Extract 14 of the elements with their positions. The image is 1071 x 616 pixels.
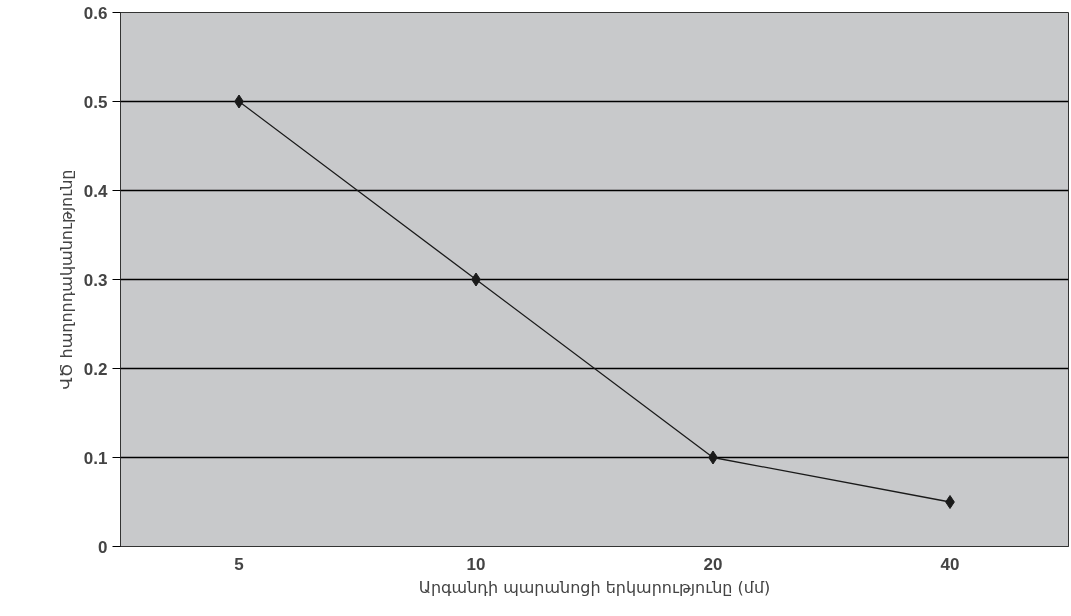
y-tick-label: 0.1 [83, 448, 108, 468]
point [945, 495, 955, 509]
x-tick-label: 20 [703, 554, 723, 574]
x-tick-label: 10 [466, 554, 486, 574]
y-tick-label: 0.2 [83, 359, 108, 379]
y-axis-title: ՎԾ հաղորդականությունը [56, 169, 76, 390]
x-tick-label: 5 [234, 554, 244, 574]
x-tick-label: 40 [940, 554, 960, 574]
y-tick-label: 0.4 [83, 181, 109, 201]
x-axis-title: Արգանդի պարանոցի երկարությունը (մմ) [418, 577, 771, 597]
y-tick-label: 0.3 [83, 270, 108, 290]
y-tick-label: 0 [98, 537, 108, 557]
y-tick-label: 0.5 [83, 92, 108, 112]
y-tick-label: 0.6 [83, 3, 108, 23]
